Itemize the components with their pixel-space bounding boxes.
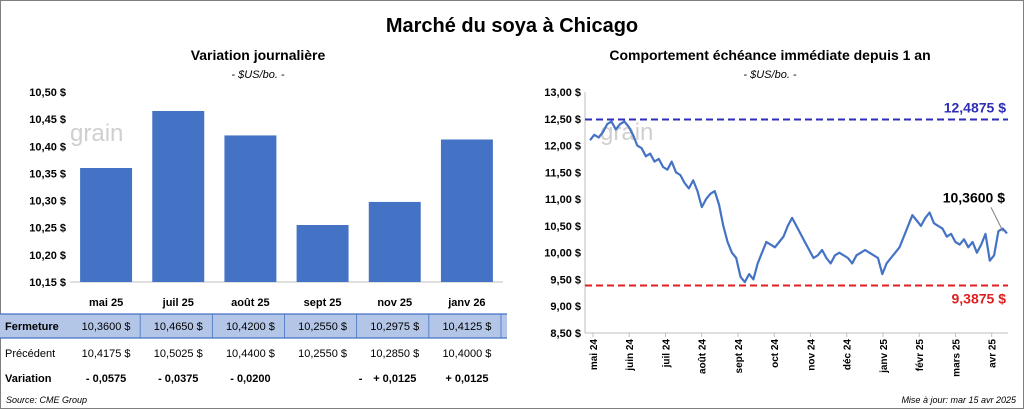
y-tick-label: 9,50 $: [550, 274, 581, 286]
y-tick-label: 10,35 $: [29, 168, 66, 180]
x-tick-label: sept 25: [304, 297, 342, 309]
y-tick-label: 10,50 $: [29, 87, 66, 99]
y-tick-label: 9,00 $: [550, 301, 581, 313]
low-label: 9,3875 $: [952, 290, 1007, 306]
reference-lines: 12,4875 $ 9,3875 $: [585, 99, 1008, 306]
table-cell: 10,4200 $: [226, 321, 275, 333]
table-row-label: Fermeture: [5, 321, 59, 333]
y-tick-label: 10,25 $: [29, 223, 66, 235]
line-chart-y-axis: 8,50 $ 9,00 $ 9,50 $ 10,00 $ 10,50 $ 11,00 $ 1…: [544, 87, 1008, 340]
bar: [152, 111, 205, 282]
bar: [224, 135, 277, 282]
table-cell: 10,2975 $: [370, 321, 419, 333]
y-tick-label: 10,00 $: [544, 248, 581, 260]
x-tick-label: juil 24: [661, 339, 672, 369]
x-tick-label: nov 24: [806, 339, 817, 371]
bar: [368, 201, 421, 282]
bar: [440, 139, 493, 282]
x-tick-label: juil 25: [162, 297, 194, 309]
x-tick-label: mai 25: [89, 297, 123, 309]
line-chart-x-axis: mai 24 juin 24 juil 24 août 24 sept 24 oct 24…: [589, 333, 999, 377]
y-tick-label: 10,45 $: [29, 114, 66, 126]
main-title: Marché du soya à Chicago: [386, 15, 638, 37]
table-cell: 10,4650 $: [154, 321, 203, 333]
bar-chart-subtitle: - $US/bo. -: [231, 69, 285, 81]
table-row-label: Variation: [5, 373, 52, 385]
x-tick-label: août 24: [698, 339, 709, 374]
y-tick-label: 12,00 $: [544, 141, 581, 153]
x-tick-label: mai 24: [589, 339, 600, 371]
x-tick-label: févr 25: [915, 339, 926, 372]
x-tick-label: juin 24: [625, 339, 636, 372]
table-cell: - 0,0575: [86, 373, 126, 385]
y-tick-label: 10,30 $: [29, 196, 66, 208]
table-cell: + 0,0125: [373, 373, 416, 385]
y-tick-label: 10,40 $: [29, 141, 66, 153]
x-tick-label: sept 24: [734, 339, 745, 374]
bar: [296, 225, 349, 282]
bar-chart: Variation journalière - $US/bo. - grain …: [0, 47, 507, 385]
last-price-annotation: 10,3600 $: [943, 189, 1005, 232]
y-tick-label: 12,50 $: [544, 114, 581, 126]
table-cell: - 0,0375: [158, 373, 198, 385]
high-label: 12,4875 $: [944, 99, 1006, 115]
x-tick-label: oct 24: [770, 339, 781, 368]
table-row-highlight: [0, 314, 507, 338]
x-tick-label: janv 25: [879, 339, 890, 374]
table-cell: 10,4400 $: [226, 348, 275, 360]
table-cell: 10,3600 $: [82, 321, 131, 333]
x-tick-label: août 25: [231, 297, 270, 309]
bar-series: [80, 111, 493, 282]
update-note: Mise à jour: mar 15 avr 2025: [901, 395, 1017, 405]
table-cell: 10,5025 $: [154, 348, 203, 360]
line-chart-title: Comportement échéance immédiate depuis 1…: [609, 47, 930, 63]
bar-x-axis: mai 25 juil 25 août 25 sept 25 nov 25 janv 26: [89, 297, 486, 309]
x-tick-label: avr 25: [988, 339, 999, 368]
y-tick-label: 10,50 $: [544, 221, 581, 233]
x-tick-label: mars 25: [951, 339, 962, 377]
table-cell: 10,4175 $: [82, 348, 131, 360]
y-tick-label: 10,15 $: [29, 277, 66, 289]
line-chart-subtitle: - $US/bo. -: [743, 69, 797, 81]
table-cell: -: [359, 373, 363, 385]
bar-chart-title: Variation journalière: [191, 47, 326, 63]
bar-chart-y-axis: 10,15 $ 10,20 $ 10,25 $ 10,30 $ 10,35 $ 10,40…: [29, 87, 503, 289]
table-cell: 10,4125 $: [442, 321, 491, 333]
x-tick-label: janv 26: [447, 297, 485, 309]
watermark-logo: grain: [70, 120, 123, 147]
bar: [80, 168, 133, 282]
line-chart: Comportement échéance immédiate depuis 1…: [544, 47, 1008, 377]
table-cell: + 0,0125: [445, 373, 488, 385]
last-price-leader: [990, 207, 1004, 232]
table-cell: 10,2850 $: [370, 348, 419, 360]
last-price-label: 10,3600 $: [943, 189, 1005, 205]
source-note: Source: CME Group: [6, 395, 87, 405]
table-cell: 10,2550 $: [298, 348, 347, 360]
table-cell: 10,4000 $: [442, 348, 491, 360]
table-cell: 10,2550 $: [298, 321, 347, 333]
y-tick-label: 11,50 $: [545, 167, 581, 179]
x-tick-label: nov 25: [377, 297, 412, 309]
price-line: [589, 120, 1008, 284]
y-tick-label: 8,50 $: [550, 328, 581, 340]
x-tick-label: déc 24: [843, 339, 854, 371]
y-tick-label: 10,20 $: [29, 250, 66, 262]
table-cell: - 0,0200: [230, 373, 270, 385]
y-tick-label: 13,00 $: [544, 87, 581, 99]
y-tick-label: 11,00 $: [545, 194, 581, 206]
price-table: Fermeture 10,3600 $ 10,4650 $ 10,4200 $ 10,2…: [0, 313, 507, 385]
table-row-label: Précédent: [5, 348, 55, 360]
